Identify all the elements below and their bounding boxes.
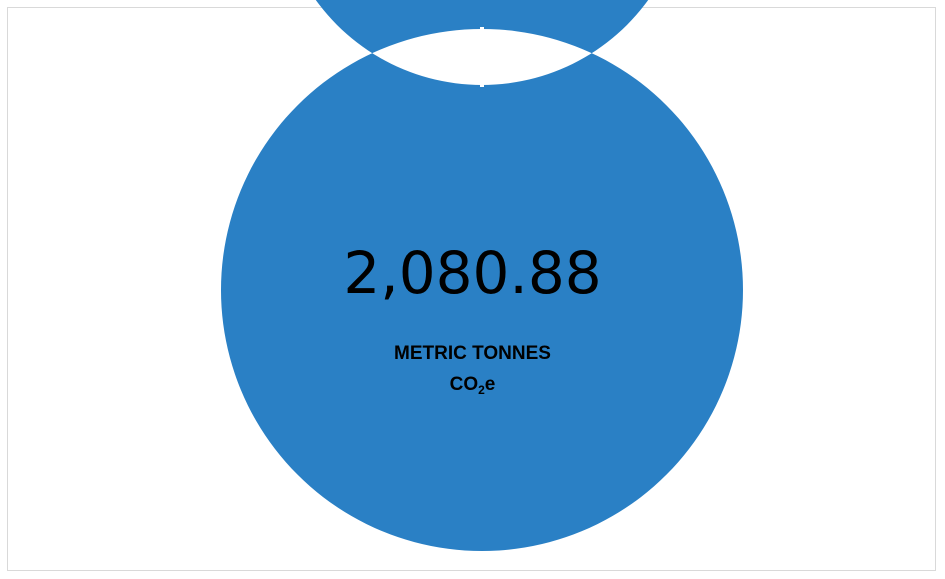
gas-label: CO2e <box>0 372 945 398</box>
gas-label-prefix: CO <box>449 374 479 395</box>
total-emissions-value: 2,080.88 <box>343 239 602 307</box>
gas-label-suffix: e <box>484 374 496 395</box>
donut-slice <box>221 0 743 551</box>
slice-separator <box>480 27 484 87</box>
unit-label: METRIC TONNES <box>394 343 551 364</box>
donut-slices <box>221 0 743 551</box>
gas-label-subscript: 2 <box>478 383 485 397</box>
